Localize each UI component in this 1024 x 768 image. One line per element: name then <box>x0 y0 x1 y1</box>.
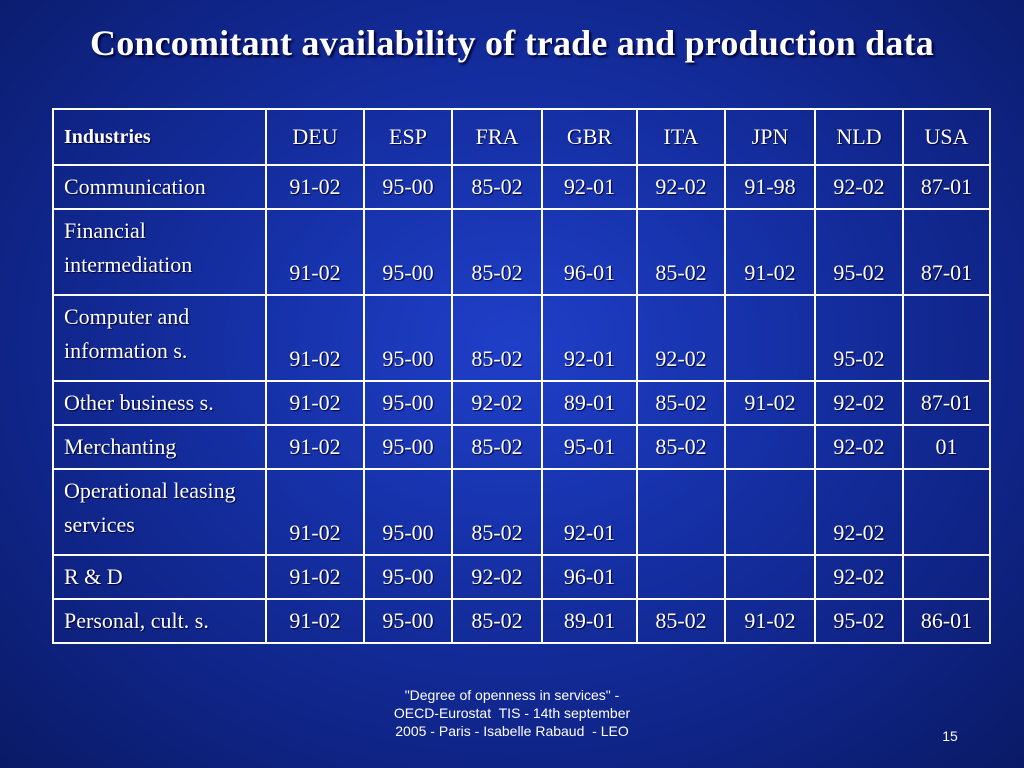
table-cell: 92-02 <box>814 164 904 210</box>
table-cell: 92-02 <box>636 164 726 210</box>
table-row: Financial intermediation 91-02 95-00 85-… <box>52 208 991 296</box>
table-row: Personal, cult. s. 91-02 95-00 85-02 89-… <box>52 598 991 644</box>
industry-cell: Personal, cult. s. <box>52 598 267 644</box>
table-cell: 95-00 <box>363 380 453 426</box>
table-row: R & D 91-02 95-00 92-02 96-01 92-02 <box>52 554 991 600</box>
table-cell: 91-02 <box>265 424 365 470</box>
table-cell: 92-02 <box>451 554 543 600</box>
table-cell: 89-01 <box>541 598 638 644</box>
table-row: Computer and information s. 91-02 95-00 … <box>52 294 991 382</box>
table-cell: 91-02 <box>724 208 816 296</box>
table-cell: 91-02 <box>265 380 365 426</box>
footer-line: "Degree of openness in services" - <box>404 687 620 703</box>
slide-title: Concomitant availability of trade and pr… <box>90 23 934 63</box>
table-cell <box>902 468 991 556</box>
table-cell: 95-00 <box>363 468 453 556</box>
table-cell <box>902 554 991 600</box>
table-row: Operational leasing services 91-02 95-00… <box>52 468 991 556</box>
industry-cell: Computer and information s. <box>52 294 267 382</box>
table-cell <box>724 554 816 600</box>
table-cell <box>724 294 816 382</box>
header-jpn: JPN <box>724 108 816 166</box>
table-cell: 92-02 <box>636 294 726 382</box>
table-cell <box>724 468 816 556</box>
table-cell: 92-02 <box>451 380 543 426</box>
table-cell: 87-01 <box>902 164 991 210</box>
table-cell: 95-00 <box>363 554 453 600</box>
table-cell: 85-02 <box>636 208 726 296</box>
table-cell: 96-01 <box>541 208 638 296</box>
table-cell: 86-01 <box>902 598 991 644</box>
table-cell: 92-02 <box>814 380 904 426</box>
table-cell: 95-00 <box>363 424 453 470</box>
header-gbr: GBR <box>541 108 638 166</box>
table-cell <box>902 294 991 382</box>
industry-cell: Communication <box>52 164 267 210</box>
table-cell: 91-98 <box>724 164 816 210</box>
footer-line: 2005 - Paris - Isabelle Rabaud - LEO <box>395 723 629 739</box>
table-cell: 92-02 <box>814 424 904 470</box>
header-esp: ESP <box>363 108 453 166</box>
table-cell: 91-02 <box>265 164 365 210</box>
industry-cell: Financial intermediation <box>52 208 267 296</box>
table-cell: 91-02 <box>265 598 365 644</box>
industry-cell: Operational leasing services <box>52 468 267 556</box>
header-industries: Industries <box>52 108 267 166</box>
table-row: Other business s. 91-02 95-00 92-02 89-0… <box>52 380 991 426</box>
table-cell: 91-02 <box>265 468 365 556</box>
industry-cell: Merchanting <box>52 424 267 470</box>
table-cell: 92-01 <box>541 294 638 382</box>
table-cell: 87-01 <box>902 380 991 426</box>
table-cell: 91-02 <box>265 554 365 600</box>
table-cell: 96-01 <box>541 554 638 600</box>
table-cell: 91-02 <box>724 598 816 644</box>
table-cell: 92-02 <box>814 554 904 600</box>
table-row: Communication 91-02 95-00 85-02 92-01 92… <box>52 164 991 210</box>
table-cell: 92-02 <box>814 468 904 556</box>
footer-line: OECD-Eurostat TIS - 14th september <box>393 705 631 721</box>
table-cell: 85-02 <box>451 208 543 296</box>
table-cell: 85-02 <box>451 468 543 556</box>
table-cell <box>636 554 726 600</box>
header-fra: FRA <box>451 108 543 166</box>
table-cell: 95-00 <box>363 208 453 296</box>
table-cell: 95-02 <box>814 598 904 644</box>
table-cell: 85-02 <box>636 598 726 644</box>
table-cell: 92-01 <box>541 468 638 556</box>
table-cell <box>724 424 816 470</box>
table-row: Merchanting 91-02 95-00 85-02 95-01 85-0… <box>52 424 991 470</box>
table-cell <box>636 468 726 556</box>
header-nld: NLD <box>814 108 904 166</box>
table-cell: 95-00 <box>363 598 453 644</box>
table-cell: 85-02 <box>451 164 543 210</box>
table-cell: 89-01 <box>541 380 638 426</box>
table-cell: 85-02 <box>451 294 543 382</box>
table-cell: 91-02 <box>265 208 365 296</box>
table-cell: 95-01 <box>541 424 638 470</box>
slide-footer: "Degree of openness in services" - OECD-… <box>362 686 662 740</box>
header-ita: ITA <box>636 108 726 166</box>
table-cell: 91-02 <box>265 294 365 382</box>
header-usa: USA <box>902 108 991 166</box>
header-deu: DEU <box>265 108 365 166</box>
table-cell: 85-02 <box>636 424 726 470</box>
industry-cell: Other business s. <box>52 380 267 426</box>
table-cell: 95-02 <box>814 208 904 296</box>
data-availability-table: Industries DEU ESP FRA GBR ITA JPN NLD U… <box>52 108 991 644</box>
table-cell: 85-02 <box>451 598 543 644</box>
table-cell: 95-00 <box>363 294 453 382</box>
table-cell: 85-02 <box>636 380 726 426</box>
table-cell: 85-02 <box>451 424 543 470</box>
table-cell: 95-02 <box>814 294 904 382</box>
table-cell: 95-00 <box>363 164 453 210</box>
table-cell: 91-02 <box>724 380 816 426</box>
page-number: 15 <box>942 728 958 744</box>
table-cell: 87-01 <box>902 208 991 296</box>
table-cell: 01 <box>902 424 991 470</box>
table-cell: 92-01 <box>541 164 638 210</box>
table-header-row: Industries DEU ESP FRA GBR ITA JPN NLD U… <box>52 108 991 166</box>
industry-cell: R & D <box>52 554 267 600</box>
